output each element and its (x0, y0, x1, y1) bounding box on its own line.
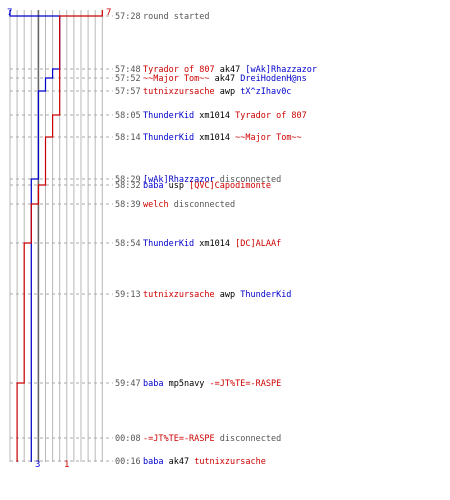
red-team-line (16, 10, 103, 462)
event-time: 58:54 (115, 239, 141, 249)
player-name: tutnixzursache (143, 87, 215, 97)
blue-end-count: 3 (35, 460, 40, 470)
player-name: baba (143, 457, 163, 467)
event-description: baba mp5navy -=JT%TE=-RASPE (143, 379, 281, 389)
red-start-count: 7 (106, 8, 111, 18)
event-time: 00:16 (115, 457, 141, 467)
player-name: Tyrador of 807 (235, 111, 307, 121)
player-name: baba (143, 181, 163, 191)
player-name: baba (143, 379, 163, 389)
player-name: -=JT%TE=-RASPE (143, 434, 215, 444)
player-name: [QVC]Capodimonte (189, 181, 271, 191)
player-name: tX^zIhav0c (240, 87, 291, 97)
event-time: 57:57 (115, 87, 141, 97)
event-status: disconnected (169, 200, 236, 210)
event-description: tutnixzursache awp tX^zIhav0c (143, 87, 291, 97)
event-weapon: ak47 (210, 74, 241, 84)
red-end-count: 1 (64, 460, 69, 470)
event-description: ThunderKid xm1014 Tyrador of 807 (143, 111, 307, 121)
event-time: 57:52 (115, 74, 141, 84)
event-weapon: ak47 (215, 65, 246, 75)
event-time: 58:14 (115, 133, 141, 143)
event-weapon: xm1014 (194, 239, 235, 249)
event-weapon: xm1014 (194, 111, 235, 121)
event-time: 00:08 (115, 434, 141, 444)
event-status: disconnected (215, 175, 282, 185)
event-description: [wAk]Rhazzazor disconnected (143, 175, 281, 185)
event-description: baba usp [QVC]Capodimonte (143, 181, 271, 191)
event-weapon: awp (215, 87, 241, 97)
player-name: ThunderKid (240, 290, 291, 300)
event-weapon: awp (215, 290, 241, 300)
player-name: [wAk]Rhazzazor (143, 175, 215, 185)
player-name: welch (143, 200, 169, 210)
player-name: tutnixzursache (143, 290, 215, 300)
event-time: 58:29 (115, 175, 141, 185)
event-description: ThunderKid xm1014 [DC]ALAAf (143, 239, 281, 249)
event-status: round started (143, 12, 210, 22)
player-name: DreiHodenH@ns (240, 74, 307, 84)
event-time: 57:28 (115, 12, 141, 22)
event-status: disconnected (215, 434, 282, 444)
event-time: 58:39 (115, 200, 141, 210)
event-description: baba ak47 tutnixzursache (143, 457, 266, 467)
event-time: 59:47 (115, 379, 141, 389)
event-description: round started (143, 12, 210, 22)
event-weapon: mp5navy (163, 379, 209, 389)
player-name: [wAk]Rhazzazor (245, 65, 317, 75)
player-name: tutnixzursache (194, 457, 266, 467)
event-description: -=JT%TE=-RASPE disconnected (143, 434, 281, 444)
event-weapon: usp (163, 181, 189, 191)
player-name: [DC]ALAAf (235, 239, 281, 249)
event-time: 58:32 (115, 181, 141, 191)
player-name: ThunderKid (143, 133, 194, 143)
player-name: ThunderKid (143, 111, 194, 121)
player-name: ~~Major Tom~~ (143, 74, 210, 84)
player-name: -=JT%TE=-RASPE (210, 379, 282, 389)
player-name: ~~Major Tom~~ (235, 133, 302, 143)
blue-start-count: 7 (7, 8, 12, 18)
event-description: Tyrador of 807 ak47 [wAk]Rhazzazor (143, 65, 317, 75)
event-weapon: ak47 (163, 457, 194, 467)
blue-team-line (9, 10, 61, 462)
event-weapon: xm1014 (194, 133, 235, 143)
player-name: Tyrador of 807 (143, 65, 215, 75)
event-time: 58:05 (115, 111, 141, 121)
event-description: welch disconnected (143, 200, 235, 210)
event-time: 59:13 (115, 290, 141, 300)
team-lines (9, 10, 103, 462)
event-description: ~~Major Tom~~ ak47 DreiHodenH@ns (143, 74, 307, 84)
event-time: 57:48 (115, 65, 141, 75)
player-name: ThunderKid (143, 239, 194, 249)
event-description: tutnixzursache awp ThunderKid (143, 290, 291, 300)
event-description: ThunderKid xm1014 ~~Major Tom~~ (143, 133, 302, 143)
event-guides (10, 15, 113, 462)
